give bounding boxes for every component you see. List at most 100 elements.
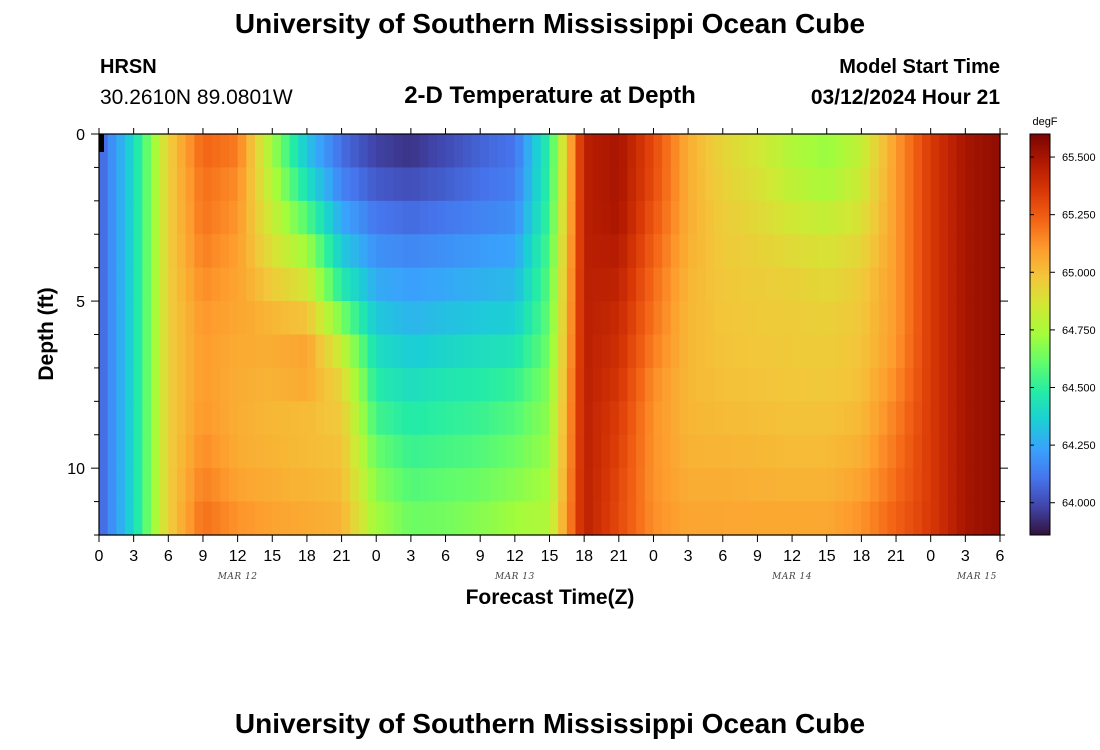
heatmap-cell	[228, 367, 239, 402]
heatmap-cell	[991, 301, 1001, 336]
heatmap-cell	[991, 167, 1001, 202]
heatmap-cell	[332, 234, 343, 269]
heatmap-cell	[974, 434, 984, 469]
heatmap-cell	[133, 501, 143, 536]
heatmap-cell	[367, 468, 377, 503]
heatmap-cell	[974, 267, 984, 302]
heatmap-cell	[549, 468, 559, 503]
heatmap-cell	[237, 401, 247, 436]
heatmap-cell	[168, 367, 178, 402]
heatmap-cell	[306, 367, 317, 402]
heatmap-cell	[705, 367, 715, 402]
heatmap-cell	[627, 501, 637, 536]
heatmap-cell	[592, 134, 603, 169]
heatmap-cell	[592, 401, 603, 436]
heatmap-cell	[766, 401, 776, 436]
heatmap-cell	[965, 468, 975, 503]
heatmap-cell	[670, 234, 681, 269]
heatmap-cell	[722, 234, 733, 269]
heatmap-cell	[896, 167, 906, 202]
heatmap-cell	[376, 334, 386, 369]
heatmap-cell	[402, 434, 412, 469]
heatmap-cell	[376, 234, 386, 269]
heatmap-cell	[705, 334, 715, 369]
heatmap-cell	[878, 200, 888, 235]
heatmap-cell	[202, 434, 213, 469]
heatmap-cell	[298, 401, 308, 436]
heatmap-cell	[480, 434, 490, 469]
heatmap-cell	[878, 134, 888, 169]
x-tick-label: 3	[129, 548, 138, 565]
heatmap-cell	[133, 367, 143, 402]
heatmap-cell	[428, 401, 438, 436]
heatmap-cell	[315, 401, 325, 436]
heatmap-cell	[662, 267, 672, 302]
heatmap-cell	[211, 267, 221, 302]
heatmap-cell	[922, 401, 932, 436]
heatmap-cell	[662, 134, 672, 169]
heatmap-cell	[107, 134, 117, 169]
heatmap-cell	[792, 200, 802, 235]
heatmap-cell	[618, 134, 629, 169]
heatmap-cell	[792, 501, 802, 536]
heatmap-cell	[185, 267, 195, 302]
heatmap-cell	[540, 367, 551, 402]
heatmap-cell	[315, 468, 325, 503]
heatmap-cell	[575, 367, 585, 402]
heatmap-cell	[592, 267, 603, 302]
heatmap-cell	[965, 367, 975, 402]
heatmap-cell	[228, 334, 239, 369]
heatmap-cell	[358, 501, 369, 536]
heatmap-cell	[514, 434, 525, 469]
heatmap-cell	[679, 167, 689, 202]
heatmap-cell	[367, 501, 377, 536]
heatmap-cell	[696, 501, 707, 536]
heatmap-cell	[237, 334, 247, 369]
heatmap-cell	[454, 334, 464, 369]
heatmap-cell	[220, 468, 230, 503]
heatmap-cell	[930, 334, 940, 369]
heatmap-cell	[714, 134, 724, 169]
heatmap-cell	[636, 200, 646, 235]
heatmap-cell	[566, 167, 577, 202]
heatmap-cell	[922, 501, 932, 536]
heatmap-cell	[124, 167, 135, 202]
heatmap-cell	[584, 434, 594, 469]
heatmap-cell	[688, 200, 698, 235]
heatmap-cell	[514, 468, 525, 503]
heatmap-cell	[835, 234, 845, 269]
heatmap-cell	[592, 334, 603, 369]
heatmap-cell	[289, 167, 299, 202]
heatmap-cell	[792, 134, 802, 169]
heatmap-cell	[462, 501, 473, 536]
heatmap-cell	[679, 434, 689, 469]
heatmap-cell	[783, 401, 793, 436]
heatmap-cell	[783, 200, 793, 235]
heatmap-cell	[159, 401, 169, 436]
heatmap-cell	[870, 301, 880, 336]
heatmap-cell	[315, 501, 325, 536]
heatmap-cell	[116, 134, 126, 169]
heatmap-cell	[168, 167, 178, 202]
heatmap-cell	[766, 334, 776, 369]
heatmap-cell	[670, 334, 681, 369]
heatmap-cell	[254, 367, 265, 402]
heatmap-cell	[757, 367, 767, 402]
heatmap-cell	[220, 134, 230, 169]
heatmap-cell	[870, 468, 880, 503]
heatmap-cell	[549, 267, 559, 302]
heatmap-cell	[272, 200, 282, 235]
heatmap-cell	[662, 367, 672, 402]
heatmap-cell	[358, 301, 369, 336]
heatmap-cell	[341, 334, 351, 369]
heatmap-cell	[445, 267, 455, 302]
heatmap-cell	[982, 434, 992, 469]
heatmap-cell	[939, 134, 949, 169]
heatmap-cell	[220, 301, 230, 336]
heatmap-cell	[532, 434, 542, 469]
heatmap-cell	[246, 468, 256, 503]
heatmap-cell	[948, 301, 958, 336]
x-tick-label: 9	[476, 548, 485, 565]
heatmap-cell	[540, 234, 551, 269]
heatmap-cell	[731, 334, 741, 369]
